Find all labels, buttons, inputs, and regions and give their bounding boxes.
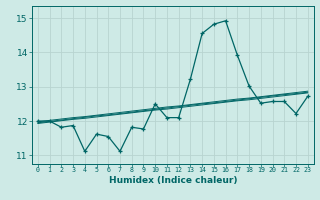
X-axis label: Humidex (Indice chaleur): Humidex (Indice chaleur) xyxy=(108,176,237,185)
